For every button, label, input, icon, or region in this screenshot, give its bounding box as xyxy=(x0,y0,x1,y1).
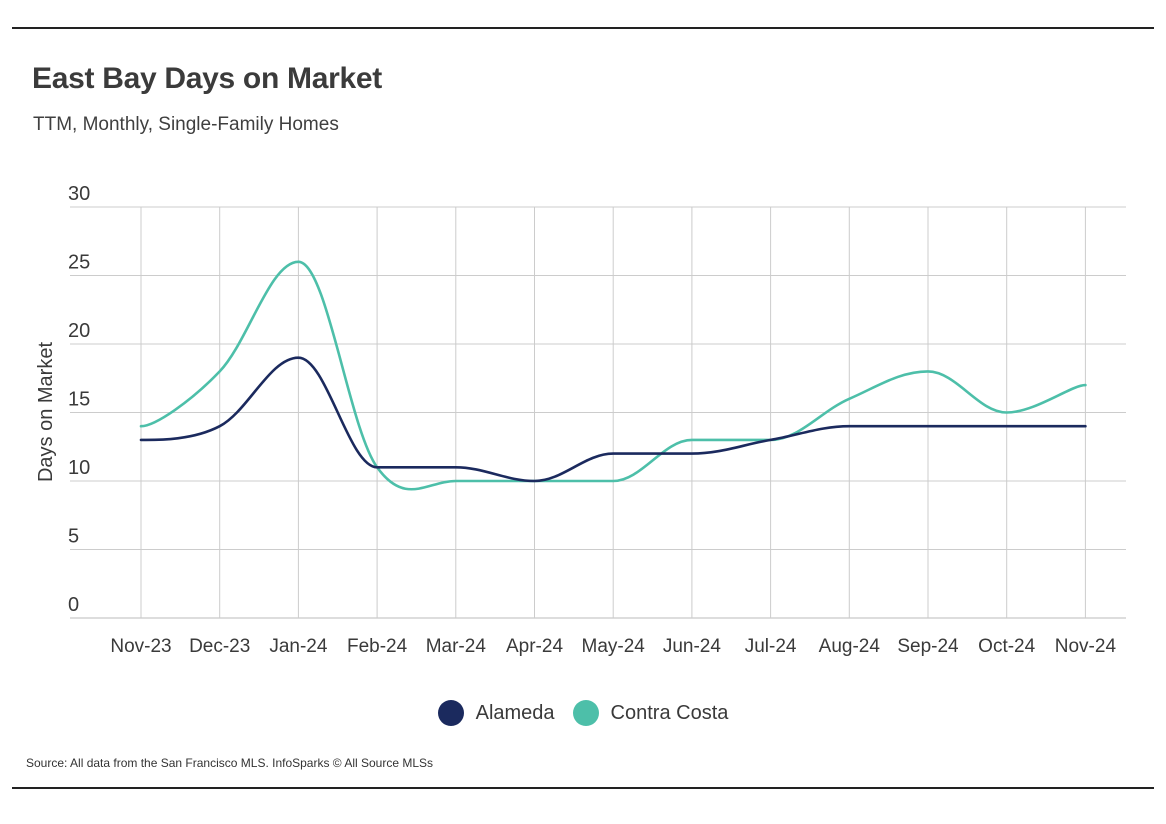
bottom-rule xyxy=(12,787,1154,789)
x-tick-label: Mar-24 xyxy=(426,636,487,657)
x-tick-label: Aug-24 xyxy=(819,636,881,657)
x-tick-label: Nov-23 xyxy=(110,636,171,657)
x-tick-label: Oct-24 xyxy=(978,636,1035,657)
source-note: Source: All data from the San Francisco … xyxy=(26,756,434,770)
x-tick-label: Sep-24 xyxy=(897,636,959,657)
x-tick-label: Jun-24 xyxy=(663,636,722,657)
top-rule xyxy=(12,27,1154,29)
series-line-alameda xyxy=(139,356,1087,483)
legend-item-alameda[interactable]: Alameda xyxy=(437,700,555,726)
legend-swatch-alameda xyxy=(437,700,464,726)
x-tick-label: Feb-24 xyxy=(347,636,408,657)
legend-label-alameda: Alameda xyxy=(475,701,555,724)
y-tick-label: 0 xyxy=(68,594,79,616)
chart-title: East Bay Days on Market xyxy=(32,62,382,95)
series-line-contra-costa xyxy=(139,260,1087,491)
y-tick-label: 25 xyxy=(68,252,90,274)
legend-swatch-contra-costa xyxy=(572,700,599,726)
x-tick-label: Nov-24 xyxy=(1055,636,1117,657)
y-tick-label: 5 xyxy=(68,526,79,548)
y-tick-label: 30 xyxy=(68,183,90,205)
y-tick-label: 10 xyxy=(68,457,90,479)
series-lines xyxy=(139,260,1087,491)
y-axis-label: Days on Market xyxy=(35,342,57,482)
y-tick-label: 20 xyxy=(68,320,90,342)
x-tick-label: Jul-24 xyxy=(745,636,797,657)
x-tick-label: Jan-24 xyxy=(269,636,328,657)
legend: Alameda Contra Costa xyxy=(0,700,1166,726)
x-tick-labels: Nov-23 Dec-23 Jan-24 Feb-24 Mar-24 Apr-24 May-… xyxy=(110,636,1116,657)
x-tick-label: May-24 xyxy=(582,636,646,657)
legend-item-contra-costa[interactable]: Contra Costa xyxy=(572,700,729,726)
legend-label-contra-costa: Contra Costa xyxy=(610,701,729,724)
x-tick-label: Dec-23 xyxy=(189,636,250,657)
line-chart: 0 5 10 15 20 25 30 Nov-23 Dec-23 Jan-24 Feb-24 Mar… xyxy=(35,183,1126,657)
x-tick-label: Apr-24 xyxy=(506,636,563,657)
chart-subtitle: TTM, Monthly, Single-Family Homes xyxy=(33,114,339,135)
y-tick-labels: 0 5 10 15 20 25 30 xyxy=(68,183,90,616)
y-tick-label: 15 xyxy=(68,389,90,411)
grid-lines xyxy=(70,206,1126,619)
